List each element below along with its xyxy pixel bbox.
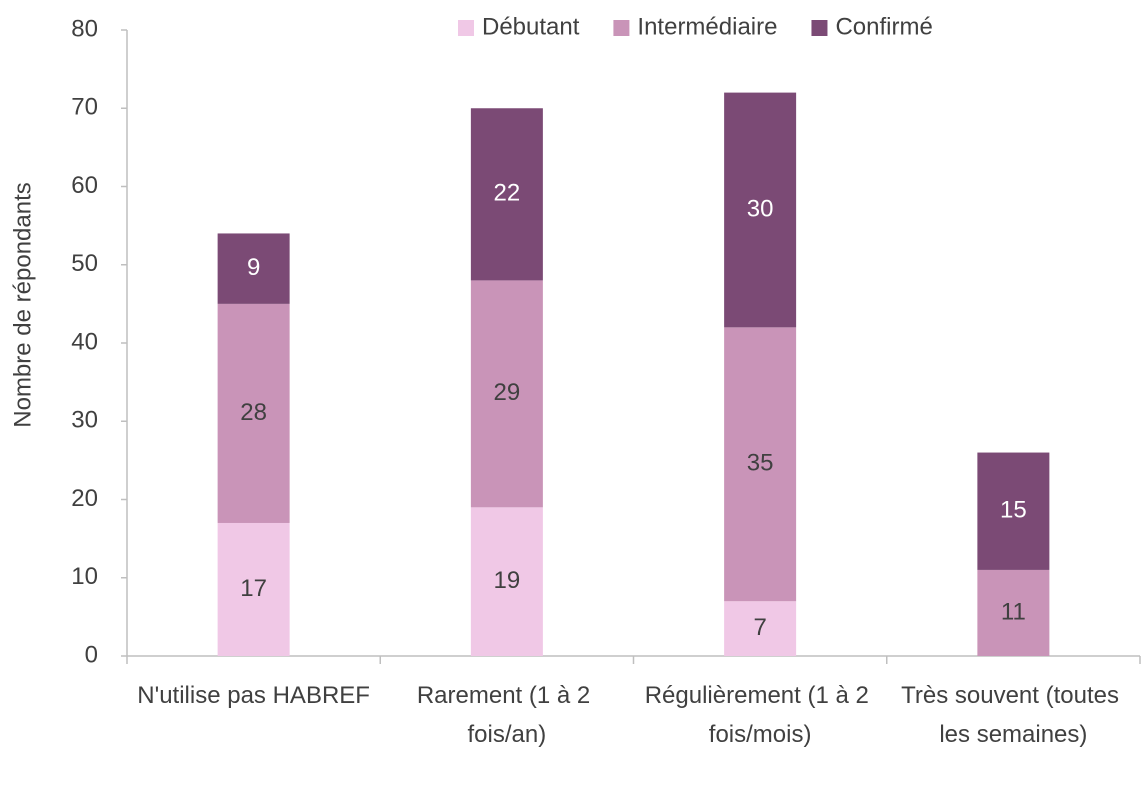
data-label: 9 — [247, 254, 260, 281]
bar-segment — [977, 569, 1050, 656]
data-label: 22 — [494, 180, 521, 207]
bar-segment — [470, 507, 543, 656]
data-label: 28 — [240, 399, 267, 426]
x-tick-label: N'utilise pas HABREF — [137, 682, 370, 709]
data-label: 15 — [1000, 497, 1027, 524]
data-label: 30 — [747, 195, 774, 222]
legend-label: Intermédiaire — [637, 13, 777, 40]
data-label: 7 — [753, 614, 766, 641]
y-tick-label: 70 — [71, 94, 98, 121]
x-tick-label: Rarement (1 à 2 fois/an) — [417, 682, 597, 748]
data-label: 17 — [240, 575, 267, 602]
bar-segment — [724, 92, 797, 328]
legend-label: Confirmé — [835, 13, 932, 40]
bar-segment — [724, 327, 797, 602]
legend-swatch — [613, 20, 630, 36]
bar-segment — [217, 522, 290, 656]
y-axis-title: Nombre de répondants — [9, 182, 36, 427]
y-tick-label: 10 — [71, 563, 98, 590]
bar-segment — [724, 601, 797, 656]
y-tick-label: 30 — [71, 407, 98, 434]
y-tick-label: 60 — [71, 172, 98, 199]
y-tick-label: 0 — [85, 641, 98, 668]
legend-swatch — [811, 20, 828, 36]
bar-segment — [470, 108, 543, 281]
bar-segment — [977, 452, 1050, 570]
y-tick-label: 20 — [71, 485, 98, 512]
x-tick-label: Très souvent (toutes les semaines) — [901, 682, 1126, 748]
data-label: 29 — [494, 379, 521, 406]
data-label: 19 — [494, 567, 521, 594]
data-label: 35 — [747, 450, 774, 477]
legend-swatch — [458, 20, 474, 36]
x-tick-label: Régulièrement (1 à 2 fois/mois) — [645, 682, 876, 748]
legend-label: Débutant — [482, 13, 580, 40]
bar-segment — [217, 303, 290, 523]
bar-segment — [217, 233, 290, 304]
y-tick-label: 80 — [71, 15, 98, 42]
y-tick-label: 50 — [71, 250, 98, 277]
bar-segment — [470, 280, 543, 508]
y-tick-label: 40 — [71, 328, 98, 355]
data-label: 11 — [1001, 598, 1026, 625]
